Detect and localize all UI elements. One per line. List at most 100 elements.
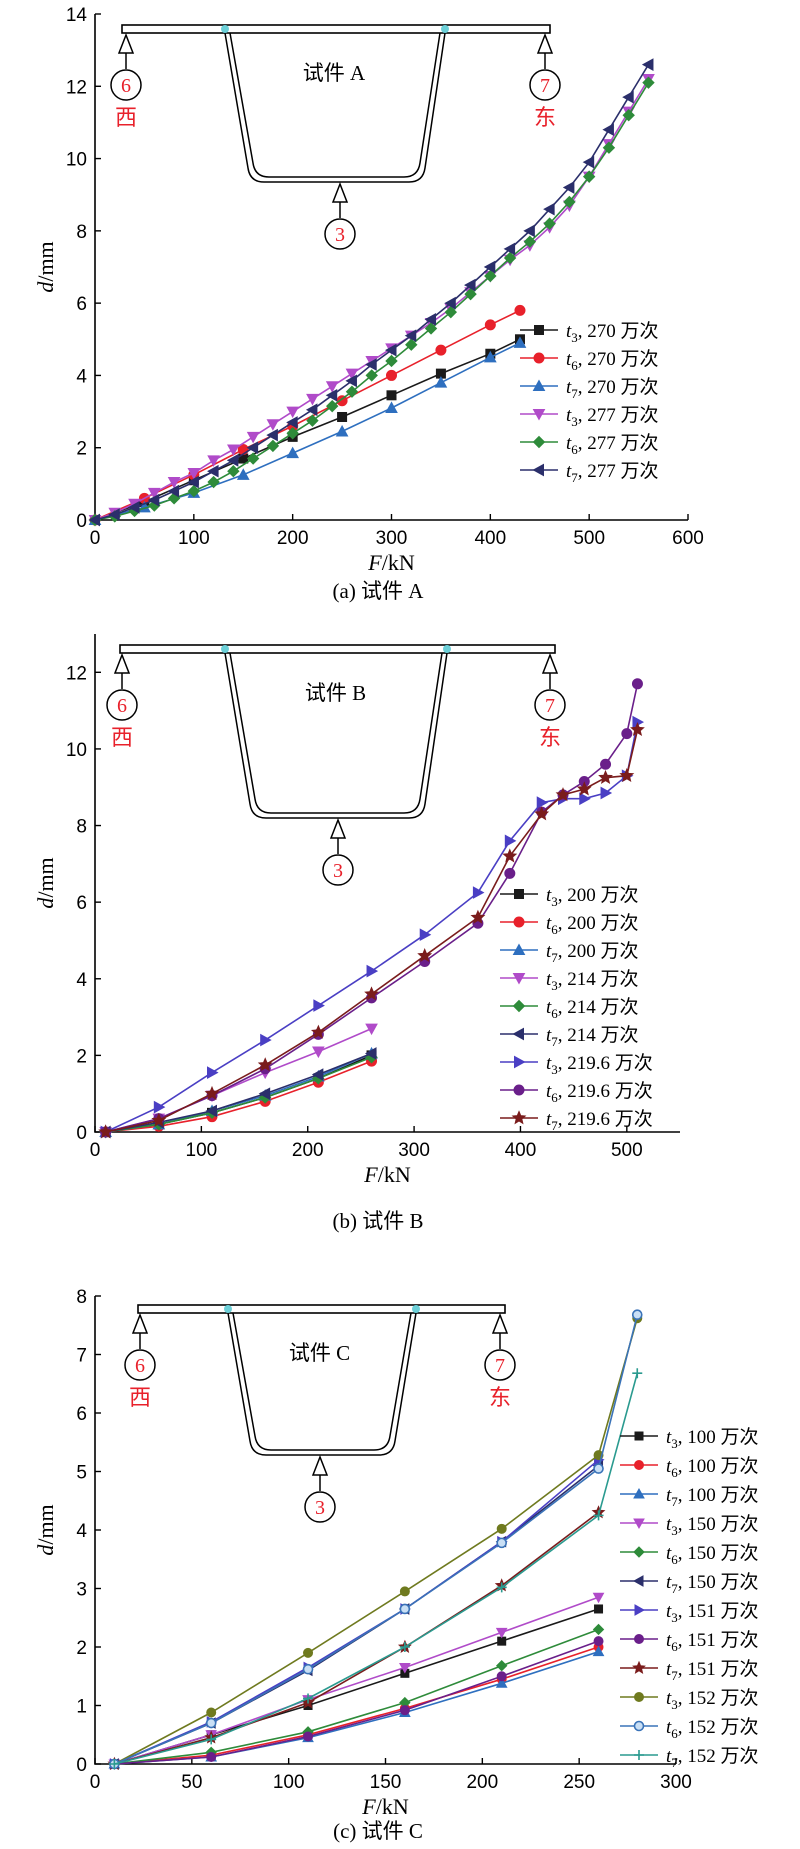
data-point xyxy=(496,1537,508,1549)
data-point xyxy=(483,350,497,363)
data-point xyxy=(303,1731,314,1742)
data-point xyxy=(399,1662,411,1674)
series-line xyxy=(114,1650,599,1765)
x-tick-label: 500 xyxy=(611,1140,643,1161)
data-point xyxy=(305,403,318,417)
specimen-diagram: 试件 B 6 7 3 西 东 xyxy=(106,644,566,886)
data-point xyxy=(484,269,497,283)
x-axis-label-symbol: F xyxy=(363,1162,378,1187)
x-axis-label: F/kN xyxy=(367,550,415,575)
data-point xyxy=(226,454,239,467)
legend-item: t6, 100 万次 xyxy=(620,1455,759,1480)
legend-swatch-marker xyxy=(534,325,544,335)
series-line xyxy=(114,1628,599,1765)
data-point xyxy=(364,986,379,1001)
legend-label-symbol: t xyxy=(546,1081,552,1102)
legend-item: t3, 219.6 万次 xyxy=(500,1052,653,1077)
legend-item: t7, 150 万次 xyxy=(620,1571,759,1596)
data-point xyxy=(246,441,259,455)
legend-label-subscript: 7 xyxy=(671,1581,678,1596)
legend-label: t7, 219.6 万次 xyxy=(546,1108,653,1133)
legend-label-subscript: 3 xyxy=(671,1610,678,1625)
legend-label-subscript: 6 xyxy=(551,922,558,937)
data-point xyxy=(631,678,643,690)
y-tick-label: 3 xyxy=(76,1580,87,1601)
data-point xyxy=(187,475,199,489)
legend-label-text: , 151 万次 xyxy=(678,1600,759,1622)
y-tick-label: 12 xyxy=(66,77,87,98)
weld-dot-left xyxy=(224,1305,232,1313)
x-tick-label: 500 xyxy=(573,528,605,549)
legend-label-subscript: 3 xyxy=(551,978,558,993)
legend-label-symbol: t xyxy=(546,885,552,906)
data-point xyxy=(536,796,549,809)
data-point xyxy=(503,251,517,265)
data-point xyxy=(286,427,299,440)
series-line xyxy=(114,1640,599,1765)
y-tick-label: 6 xyxy=(76,1404,87,1425)
legend-label: t3, 150 万次 xyxy=(666,1513,759,1538)
data-point xyxy=(504,867,516,879)
data-point xyxy=(335,424,349,437)
data-point xyxy=(310,1024,326,1039)
legend-label: t3, 100 万次 xyxy=(666,1426,759,1451)
legend-label-subscript: 6 xyxy=(671,1639,678,1654)
gauge-west-arrow-icon xyxy=(113,652,131,674)
data-point xyxy=(206,1734,217,1745)
series-line xyxy=(105,1060,372,1133)
weld-dot-right xyxy=(441,25,449,33)
legend-swatch-marker xyxy=(512,999,526,1013)
legend-label-symbol: t xyxy=(566,461,572,482)
legend-label: t6, 214 万次 xyxy=(546,996,639,1021)
data-point xyxy=(555,787,571,802)
data-point xyxy=(306,414,319,427)
legend-label: t3, 151 万次 xyxy=(666,1600,759,1625)
series-2 xyxy=(109,1642,604,1769)
data-point xyxy=(266,439,280,453)
y-tick-label: 5 xyxy=(76,1463,87,1484)
legend-label-subscript: 3 xyxy=(571,330,578,345)
gauge-bottom-number: 3 xyxy=(333,860,343,882)
legend-item: t3, 277 万次 xyxy=(520,404,659,429)
legend-label-text: , 219.6 万次 xyxy=(558,1052,653,1074)
series-line xyxy=(105,1027,372,1133)
gauge-west-circle xyxy=(110,69,142,101)
specimen-label: 试件 B xyxy=(305,681,366,705)
y-axis-label: d/mm xyxy=(33,1504,58,1555)
data-point xyxy=(345,385,359,398)
series-line xyxy=(94,82,650,521)
gauge-west-number: 6 xyxy=(117,695,127,717)
legend-label-text: , 277 万次 xyxy=(578,404,659,426)
gauge-east-circle xyxy=(534,689,566,721)
gauge-west-circle xyxy=(106,689,138,721)
legend-label: t7, 151 万次 xyxy=(666,1658,759,1683)
legend-label-symbol: t xyxy=(666,1456,672,1477)
legend-item: t6, 152 万次 xyxy=(620,1716,759,1741)
gauge-bottom-number: 3 xyxy=(335,224,345,246)
series-5 xyxy=(88,76,655,527)
weld-dot-right xyxy=(443,645,451,653)
data-point xyxy=(417,947,433,963)
data-point xyxy=(286,416,298,429)
y-tick-label: 14 xyxy=(66,5,88,26)
data-point xyxy=(207,455,220,467)
gauge-east-arrow-icon xyxy=(541,652,559,674)
data-point xyxy=(632,1368,643,1379)
data-point xyxy=(365,369,378,382)
top-flange xyxy=(137,1304,506,1314)
legend-label-text: , 150 万次 xyxy=(678,1513,759,1535)
gauge-bottom-number: 3 xyxy=(315,1497,325,1519)
data-point xyxy=(205,1717,217,1729)
data-point xyxy=(345,374,357,388)
legend-label-subscript: 6 xyxy=(571,358,578,373)
data-point xyxy=(98,1124,114,1139)
data-point xyxy=(385,354,398,368)
data-point xyxy=(404,329,417,343)
legend-label-text: , 200 万次 xyxy=(558,884,639,906)
series-3 xyxy=(108,1645,605,1769)
data-point xyxy=(325,381,339,393)
data-point xyxy=(108,508,120,521)
data-point xyxy=(151,1112,167,1127)
data-point xyxy=(435,344,447,356)
y-tick-label: 1 xyxy=(76,1697,87,1718)
